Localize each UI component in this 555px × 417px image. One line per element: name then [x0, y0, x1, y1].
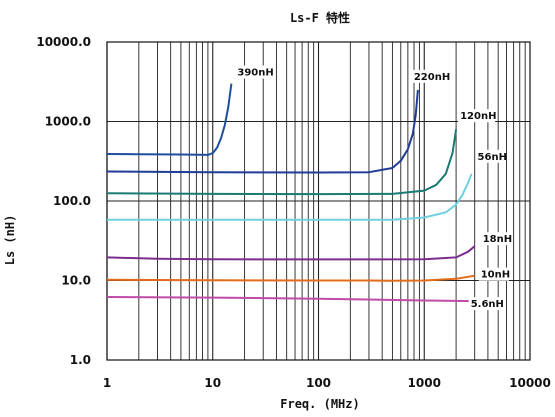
series-label-bg	[235, 65, 273, 79]
x-tick-label: 100	[306, 376, 331, 390]
series-label-bg	[475, 149, 506, 163]
series-line-390nh	[106, 83, 233, 156]
series-line-120nh	[106, 129, 458, 196]
x-axis-label: Freq. (MHz)	[280, 397, 359, 411]
series-label-56nh: 56nH	[478, 152, 507, 163]
x-tick-label: 1000	[408, 376, 441, 390]
plot-area	[106, 41, 531, 361]
series-label-bg	[458, 109, 496, 123]
y-tick-label: 1.0	[70, 353, 91, 367]
series-labels: 390nH 220nH 120nH 56nH 18nH 10nH 5.6nH	[235, 65, 512, 311]
y-tick-label: 10.0	[61, 274, 91, 288]
y-axis-label: Ls (nH)	[3, 215, 17, 266]
y-tick-label: 1000.0	[45, 115, 91, 129]
series-label-bg	[411, 69, 449, 83]
series-label-bg	[478, 267, 510, 281]
series-label-220nh: 220nH	[414, 72, 450, 83]
series-line-5_6nh	[106, 296, 475, 303]
series-label-5_6nh: 5.6nH	[471, 299, 504, 310]
y-tick-label: 10000.0	[36, 35, 91, 49]
series-line-10nh	[106, 274, 475, 282]
series-line-220nh	[106, 89, 419, 174]
series-line-18nh	[106, 245, 476, 261]
series-label-10nh: 10nH	[481, 270, 510, 281]
chart-title: Ls-F 特性	[290, 10, 350, 25]
series-layer	[106, 83, 476, 303]
series-label-18nh: 18nH	[483, 234, 512, 245]
tick-labels: 1 10 100 1000 10000 1.0 10.0 100.0 1000.0 10000.0	[36, 35, 551, 390]
series-label-390nh: 390nH	[237, 68, 273, 79]
y-tick-label: 100.0	[53, 194, 91, 208]
series-label-120nh: 120nH	[460, 111, 496, 122]
x-tick-label: 10000	[509, 376, 551, 390]
grid	[106, 42, 530, 360]
series-label-bg	[480, 232, 512, 246]
series-line-56nh	[107, 173, 473, 221]
x-tick-label: 10	[204, 376, 221, 390]
x-tick-label: 1	[103, 376, 111, 390]
series-label-bg	[468, 297, 506, 311]
